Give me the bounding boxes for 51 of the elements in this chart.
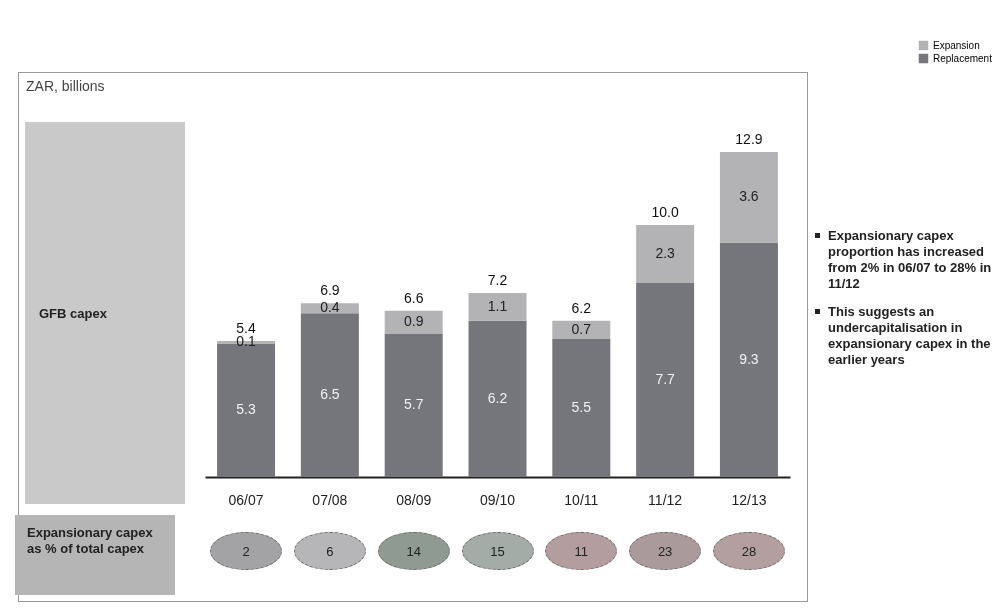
- x-tick-label: 11/12: [648, 491, 683, 508]
- data-label: 0.4: [320, 299, 340, 316]
- data-label: 6.5: [320, 386, 340, 403]
- data-label: 3.6: [739, 188, 759, 205]
- x-tick-label: 08/09: [396, 491, 432, 508]
- data-label: 6: [293, 532, 366, 570]
- data-label: 5.5: [571, 398, 592, 415]
- bar: [468, 320, 527, 477]
- data-label: 5.7: [403, 396, 424, 413]
- legend-label: Replacement: [933, 52, 993, 64]
- total-label: 5.4: [236, 319, 257, 336]
- total-label: 7.2: [487, 272, 508, 289]
- legend-label: Expansion: [933, 39, 980, 51]
- data-label: 0.9: [403, 313, 424, 330]
- data-label: 23: [629, 532, 702, 570]
- data-label: 0.1: [236, 333, 257, 350]
- text: Expansionary capex proportion has increased from 2% in 06/07 to 28% in 11/12: [828, 228, 993, 292]
- total-label: 6.2: [571, 299, 592, 316]
- x-tick-label: 07/08: [312, 491, 348, 508]
- total-label: 6.6: [403, 289, 424, 306]
- total-label: 6.9: [320, 282, 340, 299]
- x-tick-label: 10/11: [564, 491, 599, 508]
- y-axis-title: ZAR, billions: [26, 78, 105, 94]
- data-label: 9.3: [739, 350, 759, 367]
- bar: [300, 313, 359, 477]
- data-label: 11: [545, 532, 618, 570]
- bar: [636, 225, 695, 284]
- bar: [468, 293, 527, 321]
- bar: [384, 333, 443, 477]
- bar: [719, 152, 778, 243]
- data-label: 2: [210, 532, 283, 570]
- bar: [719, 242, 778, 477]
- data-label: 1.1: [487, 297, 508, 314]
- data-label: 5.3: [236, 401, 257, 418]
- x-tick-label: 09/10: [479, 491, 516, 508]
- data-label: 2.3: [655, 245, 676, 262]
- total-label: 12.9: [735, 131, 763, 147]
- data-label: 7.7: [655, 371, 676, 387]
- data-label: 15: [461, 532, 534, 570]
- data-label: 0.7: [571, 320, 592, 337]
- bar: [552, 338, 611, 477]
- x-tick-label: 06/07: [228, 491, 264, 508]
- text: Expansionary capex as % of total capex: [15, 515, 175, 595]
- x-tick-label: 12/13: [731, 491, 767, 508]
- text: GFB capex: [25, 122, 185, 504]
- bar: [636, 283, 695, 477]
- data-label: 14: [377, 532, 450, 570]
- data-label: 6.2: [487, 389, 508, 406]
- text: This suggests an undercapitalisation in expansionary capex in the earlier years: [828, 304, 992, 368]
- data-label: 28: [712, 532, 785, 570]
- total-label: 10.0: [651, 204, 679, 221]
